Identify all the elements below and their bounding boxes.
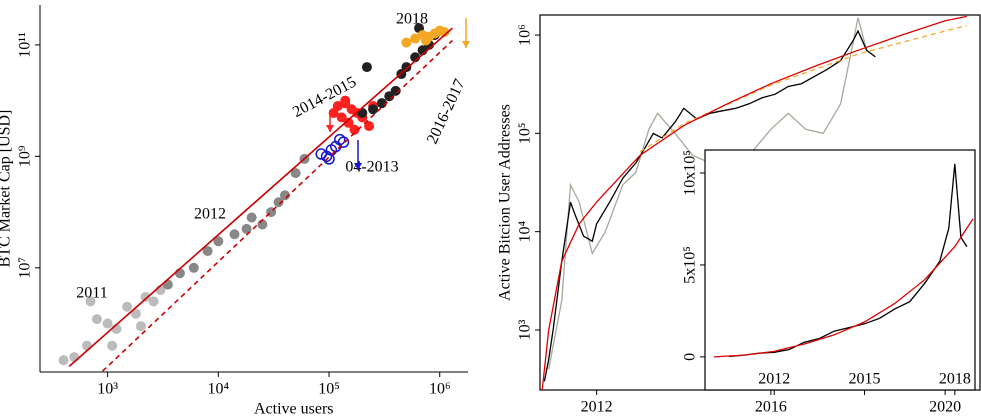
scatter-point <box>390 85 401 96</box>
y-tick-label: 10x10⁵ <box>682 150 699 196</box>
scatter-point <box>85 296 96 307</box>
scatter-point <box>340 95 351 106</box>
scatter-point <box>279 190 290 201</box>
scatter-point <box>364 121 375 132</box>
scatter-point <box>174 268 185 279</box>
scatter-point <box>337 136 350 148</box>
scatter-point <box>246 212 257 223</box>
scatter-point <box>135 321 146 332</box>
cluster-label: 2016-2017 <box>424 77 469 147</box>
scatter-point <box>336 112 347 123</box>
line <box>729 163 968 358</box>
scatter-point <box>58 355 69 366</box>
scatter-point <box>323 153 335 165</box>
x-tick-label: 10³ <box>97 381 118 398</box>
x-tick-label: 2015 <box>849 371 881 388</box>
cluster-label: 2011 <box>76 285 107 302</box>
y-tick-label: 10⁵ <box>517 123 534 145</box>
x-tick-label: 2020 <box>929 399 961 416</box>
y-tick-label: 0 <box>682 353 699 361</box>
y-tick-label: 10³ <box>517 319 534 340</box>
x-tick-label: 10⁵ <box>318 381 340 398</box>
arrow-head <box>326 125 334 132</box>
scatter-point <box>273 197 284 208</box>
scatter-point <box>241 223 252 234</box>
scatter-point <box>102 318 113 329</box>
plot-frame <box>704 149 976 391</box>
cluster-label: 2018 <box>396 11 428 28</box>
scatter-point <box>410 33 421 44</box>
y-tick-label: 10¹¹ <box>17 32 34 58</box>
scatter-point <box>148 296 159 307</box>
arrow-head <box>354 163 362 170</box>
line <box>68 27 453 367</box>
scatter-point <box>439 27 450 38</box>
scatter-point <box>290 168 301 179</box>
cluster-label: 2012 <box>194 206 226 223</box>
scatter-point <box>140 291 151 302</box>
scatter-point <box>213 236 224 247</box>
x-tick-label: 2012 <box>581 399 613 416</box>
scatter-point <box>420 35 431 46</box>
scatter-point <box>401 37 412 48</box>
x-tick-label: 2018 <box>939 371 971 388</box>
scatter-point <box>69 352 80 363</box>
y-axis-label: Active Bitcion User Addresses <box>497 104 514 301</box>
line <box>543 29 876 382</box>
line <box>713 218 974 358</box>
scatter-point <box>91 314 102 325</box>
cluster-label: 04-2013 <box>345 159 398 176</box>
scatter-point <box>81 340 92 351</box>
scatter-point <box>357 107 368 118</box>
scatter-point <box>229 229 240 240</box>
line <box>541 15 968 391</box>
scatter-point <box>188 262 199 273</box>
scatter-point <box>122 301 133 312</box>
arrow-head <box>462 41 470 48</box>
scatter-point <box>368 104 379 115</box>
x-tick-label: 2012 <box>758 371 790 388</box>
scatter-point <box>130 308 141 319</box>
scatter-point <box>361 62 372 73</box>
y-tick-label: 10⁶ <box>517 24 534 46</box>
line <box>639 24 968 153</box>
scatter-point <box>349 124 360 135</box>
x-tick-label: 10⁴ <box>208 381 230 398</box>
scatter-point <box>401 62 412 73</box>
x-axis-label: Active users <box>254 401 334 418</box>
y-tick-label: 10⁹ <box>17 145 34 167</box>
y-axis-label: BTC Market Cap [USD] <box>0 110 14 268</box>
scatter-point <box>162 279 173 290</box>
scatter-point <box>202 246 213 257</box>
line <box>548 17 868 370</box>
x-tick-label: 2016 <box>755 399 787 416</box>
y-tick-label: 5x10⁵ <box>682 246 699 284</box>
scatter-point <box>107 340 118 351</box>
y-tick-label: 10⁷ <box>17 257 34 279</box>
y-tick-label: 10⁴ <box>517 220 534 242</box>
scatter-point <box>343 117 354 128</box>
x-tick-label: 10⁶ <box>429 381 451 398</box>
